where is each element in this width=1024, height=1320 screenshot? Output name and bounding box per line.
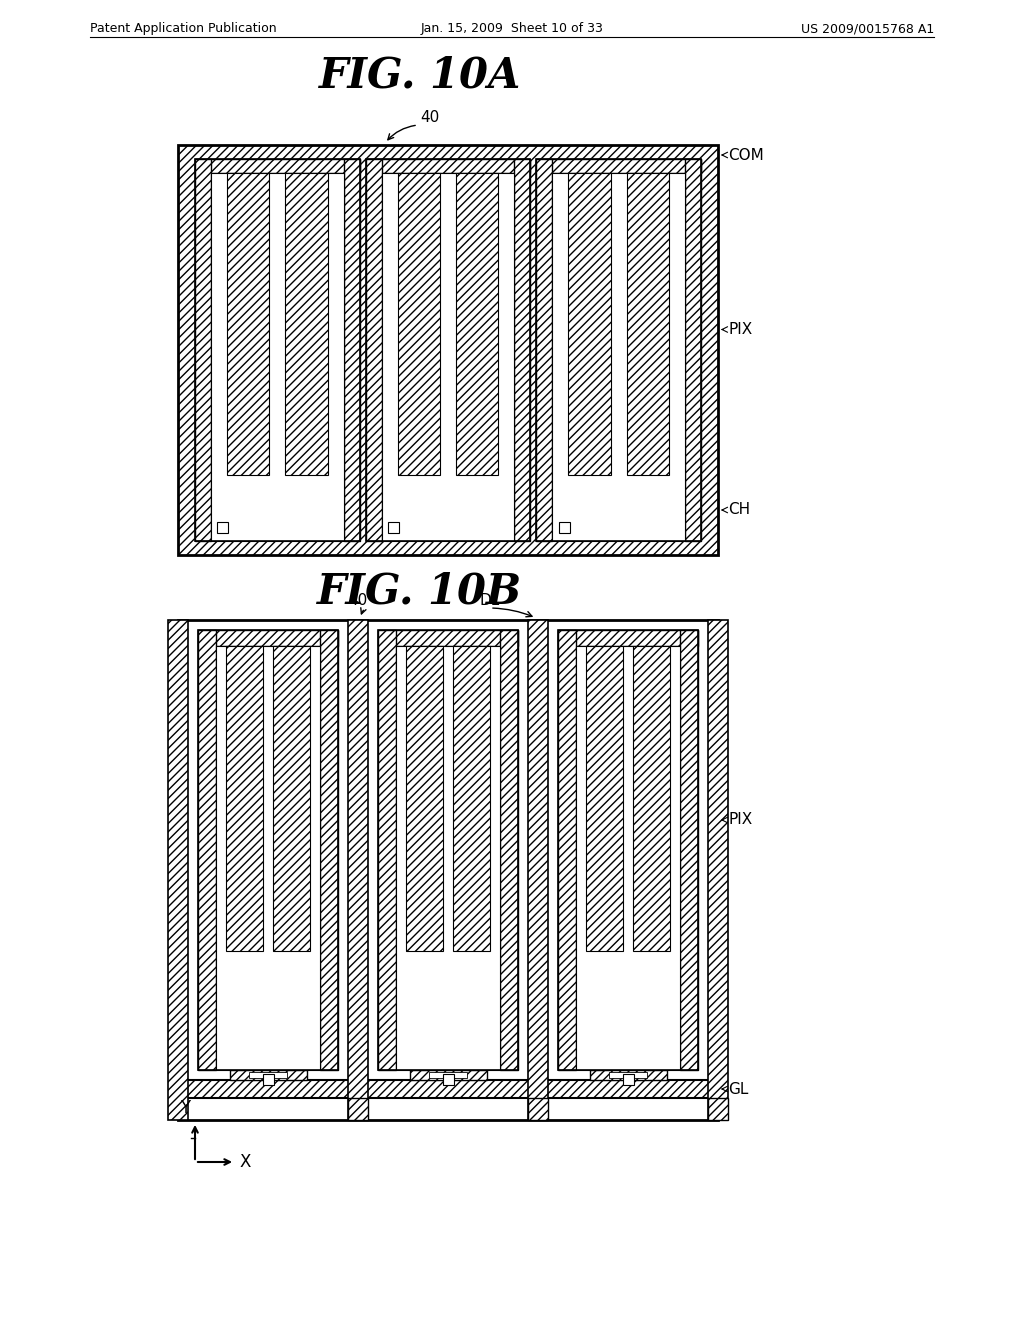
Bar — [249, 1072, 288, 1078]
Text: PIX: PIX — [728, 322, 753, 337]
Bar — [217, 521, 228, 533]
Bar — [537, 158, 701, 541]
Bar — [558, 630, 698, 1071]
Text: Y: Y — [180, 1100, 190, 1117]
Text: Jan. 15, 2009  Sheet 10 of 33: Jan. 15, 2009 Sheet 10 of 33 — [421, 22, 603, 36]
Bar — [537, 158, 701, 541]
Bar — [286, 173, 328, 475]
Text: GL: GL — [728, 1081, 749, 1097]
Bar — [456, 173, 499, 475]
Bar — [198, 630, 216, 1071]
Bar — [590, 1071, 667, 1080]
Bar — [198, 630, 338, 1071]
Bar — [229, 1071, 306, 1080]
Bar — [198, 630, 338, 645]
Bar — [344, 158, 359, 541]
Bar — [568, 173, 610, 475]
Text: FIG. 10B: FIG. 10B — [317, 570, 522, 612]
Bar — [178, 145, 718, 554]
Bar — [454, 645, 489, 952]
Bar — [319, 630, 338, 1071]
Bar — [429, 1072, 467, 1078]
Text: 40: 40 — [348, 593, 368, 609]
Bar — [211, 173, 344, 541]
Bar — [708, 620, 728, 1119]
Text: COM: COM — [728, 148, 764, 162]
Bar — [262, 1074, 273, 1085]
Bar — [558, 630, 575, 1071]
Bar — [195, 158, 359, 173]
Bar — [552, 173, 685, 541]
Bar — [216, 645, 319, 1071]
Bar — [708, 1098, 728, 1119]
Bar — [396, 645, 500, 1071]
Bar — [559, 521, 569, 533]
Bar — [226, 645, 263, 952]
Bar — [500, 630, 518, 1071]
Bar — [366, 158, 530, 173]
Bar — [388, 521, 399, 533]
Bar — [514, 158, 530, 541]
Bar — [627, 173, 669, 475]
Bar — [558, 630, 698, 645]
Text: X: X — [240, 1152, 251, 1171]
Bar — [528, 1098, 548, 1119]
Bar — [410, 1071, 486, 1080]
Bar — [273, 645, 309, 952]
Text: US 2009/0015768 A1: US 2009/0015768 A1 — [801, 22, 934, 36]
Text: Patent Application Publication: Patent Application Publication — [90, 22, 276, 36]
Bar — [378, 630, 396, 1071]
Bar — [608, 1072, 647, 1078]
Bar — [685, 158, 701, 541]
Bar — [378, 630, 518, 1071]
Text: 40: 40 — [421, 110, 439, 125]
Bar — [195, 158, 211, 541]
Bar — [680, 630, 698, 1071]
Bar — [227, 173, 269, 475]
Bar — [178, 620, 718, 1119]
Bar — [397, 173, 440, 475]
Text: PIX: PIX — [728, 813, 753, 828]
Bar — [168, 620, 188, 1119]
Bar — [195, 158, 359, 541]
Bar — [178, 1080, 718, 1098]
Text: FIG. 10A: FIG. 10A — [318, 55, 521, 96]
Bar — [366, 158, 530, 541]
Bar — [378, 630, 518, 1071]
Text: CH: CH — [728, 503, 751, 517]
Bar — [378, 630, 518, 645]
Bar — [537, 158, 552, 541]
Bar — [366, 158, 382, 541]
Text: DL: DL — [480, 593, 500, 609]
Bar — [575, 645, 680, 1071]
Bar — [528, 620, 548, 1119]
Bar — [587, 645, 623, 952]
Bar — [382, 173, 514, 541]
Bar — [633, 645, 670, 952]
Bar — [198, 630, 338, 1071]
Bar — [348, 620, 368, 1119]
Bar — [558, 630, 698, 1071]
Bar — [195, 158, 359, 541]
Bar — [348, 1098, 368, 1119]
Bar — [366, 158, 530, 541]
Bar — [623, 1074, 634, 1085]
Bar — [407, 645, 442, 952]
Bar — [442, 1074, 454, 1085]
Bar — [537, 158, 701, 173]
